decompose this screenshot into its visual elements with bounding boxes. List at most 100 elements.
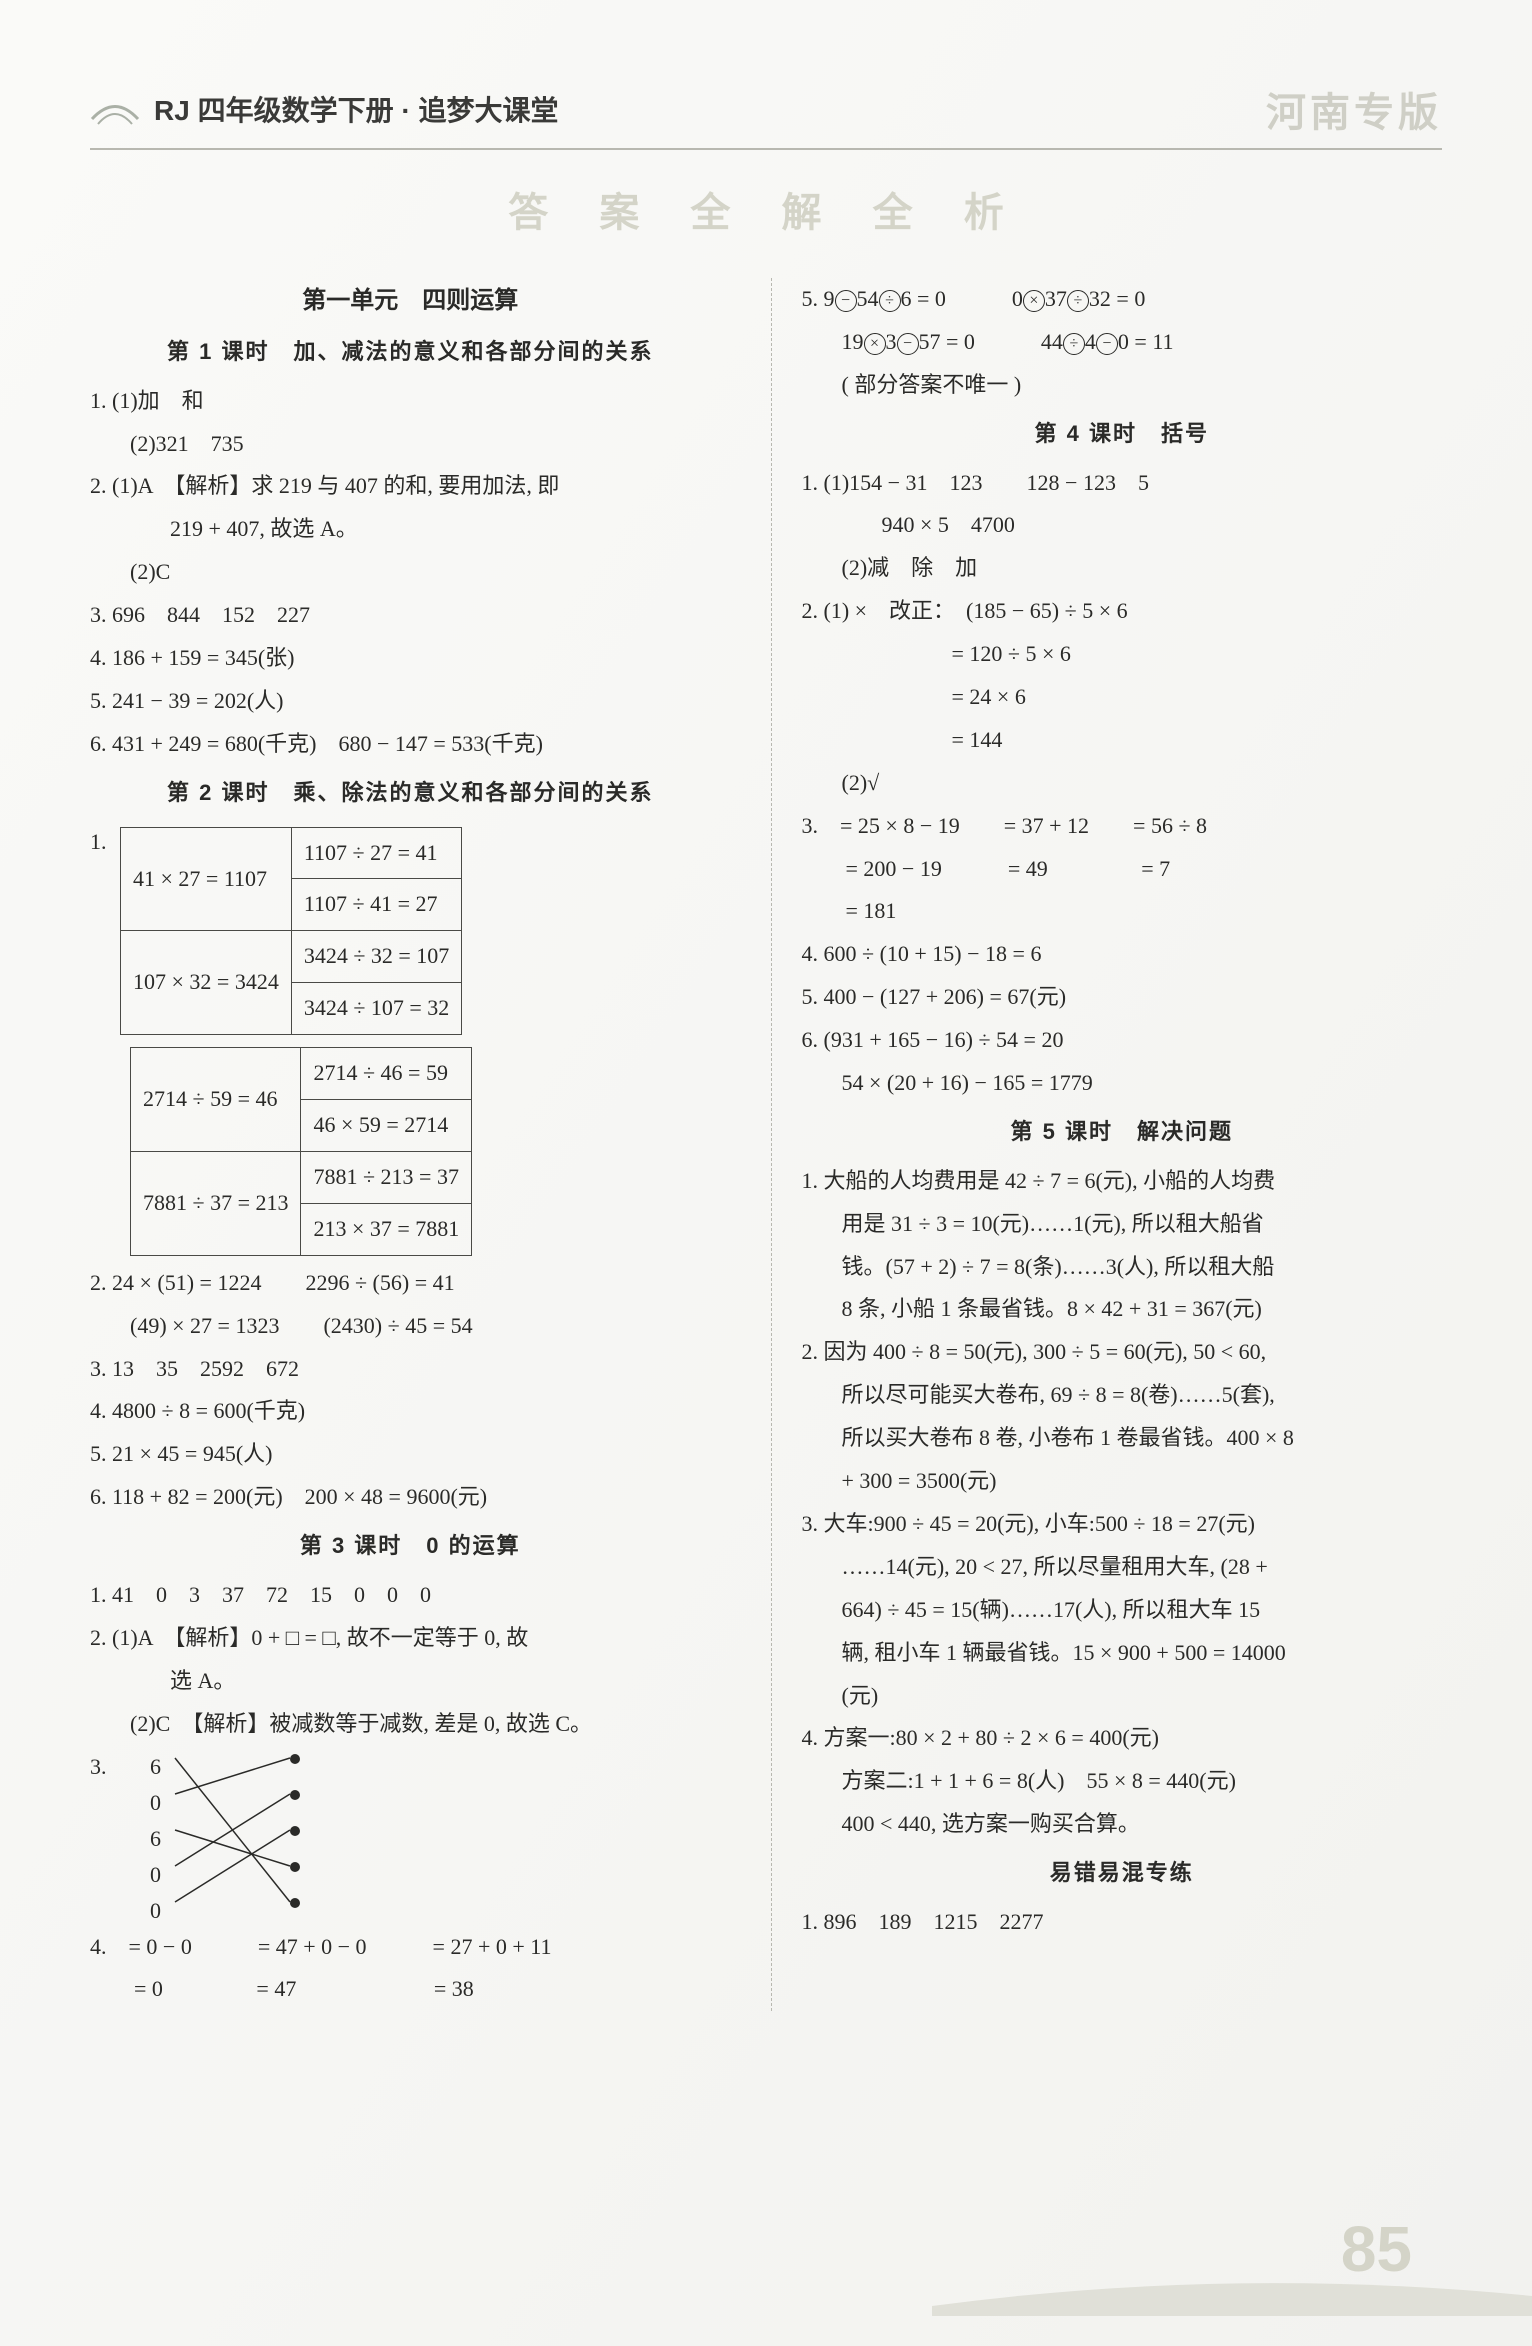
text-line: (49) × 27 = 1323 (2430) ÷ 45 = 54 xyxy=(90,1305,731,1348)
text-line: 19×3−57 = 0 44÷4−0 = 11 xyxy=(802,321,1443,364)
txt: 32 = 0 xyxy=(1089,286,1145,311)
text-line: 5. 21 × 45 = 945(人) xyxy=(90,1433,731,1476)
lesson-extra-title: 易错易混专练 xyxy=(802,1852,1443,1895)
header-title: RJ 四年级数学下册 · 追梦大课堂 xyxy=(154,89,558,129)
txt: 37 xyxy=(1045,286,1067,311)
text-line: 2. (1) × 改正： (185 − 65) ÷ 5 × 6 xyxy=(802,590,1443,633)
cell: 213 × 37 = 7881 xyxy=(301,1203,472,1255)
text-line: 4. 186 + 159 = 345(张) xyxy=(90,637,731,680)
op-icon: × xyxy=(864,333,886,355)
txt: 6 = 0 0 xyxy=(901,286,1023,311)
text-line: = 24 × 6 xyxy=(802,676,1443,719)
text-line: 54 × (20 + 16) − 165 = 1779 xyxy=(802,1062,1443,1105)
op-icon: ÷ xyxy=(879,290,901,312)
op-icon: − xyxy=(1096,333,1118,355)
lesson3-title: 第 3 课时 0 的运算 xyxy=(90,1525,731,1568)
op-icon: ÷ xyxy=(1063,333,1085,355)
text-line: 钱。(57 + 2) ÷ 7 = 8(条)……3(人), 所以租大船 xyxy=(802,1246,1443,1289)
cell: 107 × 32 = 3424 xyxy=(121,931,292,1035)
text-line: = 144 xyxy=(802,719,1443,762)
text-line: 所以买大卷布 8 卷, 小卷布 1 卷最省钱。400 × 8 xyxy=(802,1417,1443,1460)
cross-lines-icon xyxy=(150,1746,310,1926)
table2: 2714 ÷ 59 = 46 2714 ÷ 46 = 59 46 × 59 = … xyxy=(130,1047,472,1256)
text-line: (2)C xyxy=(90,551,731,594)
text-line: 940 × 5 4700 xyxy=(802,504,1443,547)
text-line: (元) xyxy=(802,1675,1443,1718)
text-line: 1. 大船的人均费用是 42 ÷ 7 = 6(元), 小船的人均费 xyxy=(802,1160,1443,1203)
text-line: 664) ÷ 45 = 15(辆)……17(人), 所以租大车 15 xyxy=(802,1589,1443,1632)
cell: 41 × 27 = 1107 xyxy=(121,827,292,931)
logo-icon xyxy=(90,89,140,129)
cell: 2714 ÷ 46 = 59 xyxy=(301,1048,472,1100)
cell: 3424 ÷ 107 = 32 xyxy=(291,983,461,1035)
text-line: = 120 ÷ 5 × 6 xyxy=(802,633,1443,676)
text-line: 1. 896 189 1215 2277 xyxy=(802,1901,1443,1944)
content-columns: 第一单元 四则运算 第 1 课时 加、减法的意义和各部分间的关系 1. (1)加… xyxy=(90,278,1442,2011)
cell: 7881 ÷ 37 = 213 xyxy=(131,1151,301,1255)
txt: 54 xyxy=(857,286,879,311)
text-line: 4. 方案一:80 × 2 + 80 ÷ 2 × 6 = 400(元) xyxy=(802,1717,1443,1760)
text-line: 6. 118 + 82 = 200(元) 200 × 48 = 9600(元) xyxy=(90,1476,731,1519)
table1: 41 × 27 = 1107 1107 ÷ 27 = 41 1107 ÷ 41 … xyxy=(120,827,462,1036)
txt: 57 = 0 44 xyxy=(919,329,1063,354)
op-icon: × xyxy=(1023,290,1045,312)
text-line: 2. (1)A 【解析】0 + □ = □, 故不一定等于 0, 故 xyxy=(90,1617,731,1660)
unit-title: 第一单元 四则运算 xyxy=(90,278,731,325)
text-line: (2)321 735 xyxy=(90,423,731,466)
text-line: 5. 9−54÷6 = 0 0×37÷32 = 0 xyxy=(802,278,1443,321)
op-icon: ÷ xyxy=(1067,290,1089,312)
lesson2-title: 第 2 课时 乘、除法的意义和各部分间的关系 xyxy=(90,772,731,815)
cell: 2714 ÷ 59 = 46 xyxy=(131,1048,301,1152)
cross-diagram: 6 0 6 0 0 xyxy=(150,1746,310,1926)
text-line: 选 A。 xyxy=(90,1660,731,1703)
text-line: 3. 696 844 152 227 xyxy=(90,594,731,637)
txt: 19 xyxy=(842,329,864,354)
header-left: RJ 四年级数学下册 · 追梦大课堂 xyxy=(90,89,558,129)
text-line: 219 + 407, 故选 A。 xyxy=(90,508,731,551)
text-line: 2. (1)A 【解析】求 219 与 407 的和, 要用加法, 即 xyxy=(90,465,731,508)
text-line: (2)C 【解析】被减数等于减数, 差是 0, 故选 C。 xyxy=(90,1703,731,1746)
footer-swoosh-icon xyxy=(932,2256,1532,2316)
main-title: 答 案 全 解 全 析 xyxy=(90,180,1442,238)
text-line: 方案二:1 + 1 + 6 = 8(人) 55 × 8 = 440(元) xyxy=(802,1760,1443,1803)
text-line: 4. 600 ÷ (10 + 15) − 18 = 6 xyxy=(802,933,1443,976)
text-line: 6. (931 + 165 − 16) ÷ 54 = 20 xyxy=(802,1019,1443,1062)
text-line: = 0 = 47 = 38 xyxy=(90,1968,731,2011)
text-line: + 300 = 3500(元) xyxy=(802,1460,1443,1503)
text-line: 用是 31 ÷ 3 = 10(元)……1(元), 所以租大船省 xyxy=(802,1203,1443,1246)
page: RJ 四年级数学下册 · 追梦大课堂 河南专版 答 案 全 解 全 析 第一单元… xyxy=(0,0,1532,2346)
text-line: 8 条, 小船 1 条最省钱。8 × 42 + 31 = 367(元) xyxy=(802,1288,1443,1331)
text-line: 5. 400 − (127 + 206) = 67(元) xyxy=(802,976,1443,1019)
left-column: 第一单元 四则运算 第 1 课时 加、减法的意义和各部分间的关系 1. (1)加… xyxy=(90,278,731,2011)
text-line: (2)√ xyxy=(802,762,1443,805)
q1-label: 1. xyxy=(90,821,120,864)
cell: 7881 ÷ 213 = 37 xyxy=(301,1151,472,1203)
cell: 3424 ÷ 32 = 107 xyxy=(291,931,461,983)
edition-label: 河南专版 xyxy=(1266,80,1442,138)
lesson1-title: 第 1 课时 加、减法的意义和各部分间的关系 xyxy=(90,331,731,374)
q3-label: 3. xyxy=(90,1746,120,1789)
text-line: 所以尽可能买大卷布, 69 ÷ 8 = 8(卷)……5(套), xyxy=(802,1374,1443,1417)
text-line: 4. 4800 ÷ 8 = 600(千克) xyxy=(90,1390,731,1433)
text-line: ( 部分答案不唯一 ) xyxy=(802,364,1443,407)
txt: 3 xyxy=(886,329,897,354)
header-bar: RJ 四年级数学下册 · 追梦大课堂 河南专版 xyxy=(90,80,1442,150)
text-line: 2. 24 × (51) = 1224 2296 ÷ (56) = 41 xyxy=(90,1262,731,1305)
lesson4-title: 第 4 课时 括号 xyxy=(802,413,1443,456)
text-line: 6. 431 + 249 = 680(千克) 680 − 147 = 533(千… xyxy=(90,723,731,766)
lesson5-title: 第 5 课时 解决问题 xyxy=(802,1111,1443,1154)
text-line: 5. 241 − 39 = 202(人) xyxy=(90,680,731,723)
txt: 0 = 11 xyxy=(1118,329,1174,354)
text-line: = 181 xyxy=(802,890,1443,933)
op-icon: − xyxy=(835,290,857,312)
text-line: 400 < 440, 选方案一购买合算。 xyxy=(802,1803,1443,1846)
text-line: 4. = 0 − 0 = 47 + 0 − 0 = 27 + 0 + 11 xyxy=(90,1926,731,1969)
text-line: 3. = 25 × 8 − 19 = 37 + 12 = 56 ÷ 8 xyxy=(802,805,1443,848)
text-line: 2. 因为 400 ÷ 8 = 50(元), 300 ÷ 5 = 60(元), … xyxy=(802,1331,1443,1374)
txt: 4 xyxy=(1085,329,1096,354)
text-line: ……14(元), 20 < 27, 所以尽量租用大车, (28 + xyxy=(802,1546,1443,1589)
text-line: = 200 − 19 = 49 = 7 xyxy=(802,848,1443,891)
cell: 1107 ÷ 41 = 27 xyxy=(291,879,461,931)
txt: 5. 9 xyxy=(802,286,835,311)
text-line: 1. (1)加 和 xyxy=(90,380,731,423)
